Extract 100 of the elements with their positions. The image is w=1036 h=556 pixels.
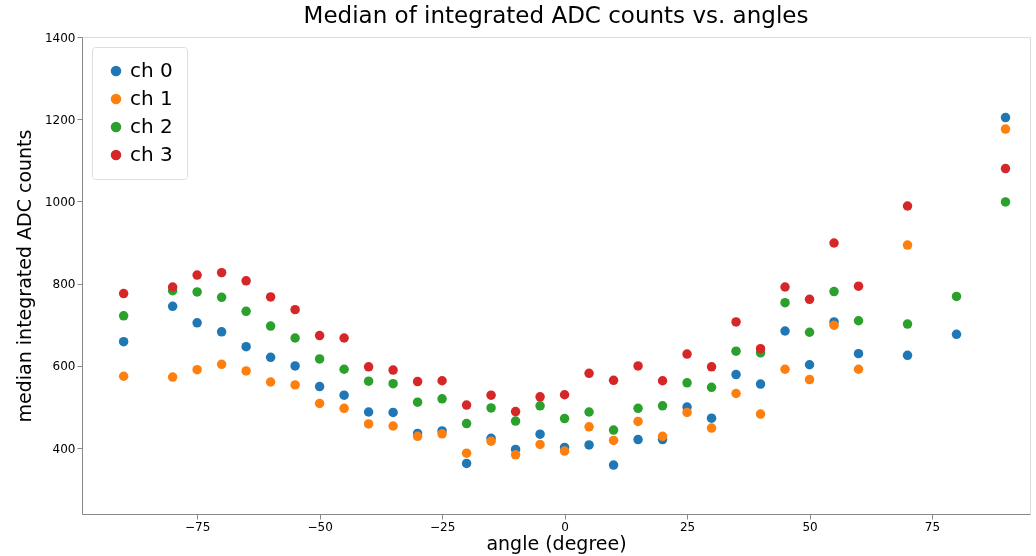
point <box>216 359 227 370</box>
point <box>461 418 472 429</box>
point <box>167 282 178 292</box>
point <box>608 375 619 386</box>
point <box>780 326 790 336</box>
point <box>657 401 668 411</box>
point <box>657 376 668 386</box>
point <box>706 423 717 433</box>
point <box>608 460 619 470</box>
point <box>265 377 276 387</box>
point <box>559 390 570 400</box>
x-axis-title: angle (degree) <box>486 531 627 554</box>
x-tick-label: 0 <box>561 519 569 534</box>
point <box>902 350 913 361</box>
point <box>535 392 545 402</box>
point <box>486 403 496 413</box>
point <box>192 364 202 375</box>
point <box>437 394 447 404</box>
point <box>118 288 129 299</box>
point <box>682 378 692 388</box>
point <box>535 439 545 450</box>
x-tick-label: 25 <box>679 519 696 534</box>
point <box>118 371 129 381</box>
point <box>633 361 643 371</box>
point <box>584 440 594 450</box>
y-axis-title: median integrated ADC counts <box>12 129 35 423</box>
point <box>339 364 349 374</box>
point <box>461 458 472 469</box>
point <box>461 448 472 458</box>
point <box>1000 124 1011 134</box>
point <box>265 292 276 302</box>
point <box>559 446 570 456</box>
point <box>290 361 300 371</box>
point <box>118 311 129 321</box>
point <box>314 381 325 392</box>
point <box>755 343 766 354</box>
point <box>241 276 251 286</box>
point <box>216 267 227 278</box>
point <box>706 413 717 423</box>
point <box>216 292 227 303</box>
point <box>167 301 178 312</box>
point <box>535 401 545 411</box>
point <box>804 327 815 337</box>
point <box>192 270 202 280</box>
point <box>437 376 447 386</box>
point <box>216 327 227 337</box>
point <box>853 364 864 374</box>
point <box>804 360 815 370</box>
point <box>755 409 766 419</box>
point <box>510 450 521 460</box>
point <box>951 291 962 302</box>
point <box>584 407 594 417</box>
point <box>363 419 374 429</box>
point <box>853 348 864 359</box>
y-tick-label: 600 <box>52 359 76 374</box>
point <box>951 329 962 340</box>
point <box>829 286 839 297</box>
x-tick-label: −75 <box>184 519 211 534</box>
point <box>510 406 521 417</box>
point <box>314 398 325 409</box>
point <box>412 376 423 387</box>
y-tick-label: 800 <box>52 277 76 292</box>
x-tick-label: 50 <box>802 519 818 534</box>
point <box>290 304 300 315</box>
point <box>241 306 251 317</box>
point <box>241 341 251 352</box>
point <box>388 421 398 431</box>
point <box>731 317 741 327</box>
point <box>902 240 913 250</box>
x-tick-label: 75 <box>924 519 941 534</box>
legend-label: ch 3 <box>130 142 173 166</box>
point <box>363 362 374 372</box>
y-tick-label: 1000 <box>44 194 76 209</box>
point <box>339 403 349 414</box>
y-tick-label: 400 <box>52 441 76 456</box>
point <box>363 407 374 417</box>
chart-title: Median of integrated ADC counts vs. angles <box>303 2 809 28</box>
point <box>241 366 251 376</box>
point <box>290 380 300 390</box>
point <box>853 316 864 326</box>
point <box>633 403 643 414</box>
point <box>118 336 129 347</box>
point <box>706 362 717 372</box>
point <box>804 294 815 305</box>
point <box>412 397 423 407</box>
point <box>682 407 692 418</box>
y-tick-label: 1400 <box>44 30 76 45</box>
point <box>486 390 496 400</box>
point <box>584 368 594 379</box>
point <box>290 333 300 343</box>
point <box>192 318 202 328</box>
point <box>829 238 839 248</box>
point <box>559 413 570 424</box>
point <box>363 376 374 386</box>
point <box>804 374 815 385</box>
point <box>902 319 913 329</box>
point <box>339 390 349 400</box>
x-tick-label: −50 <box>307 519 333 534</box>
point <box>780 364 790 374</box>
point <box>902 201 913 211</box>
